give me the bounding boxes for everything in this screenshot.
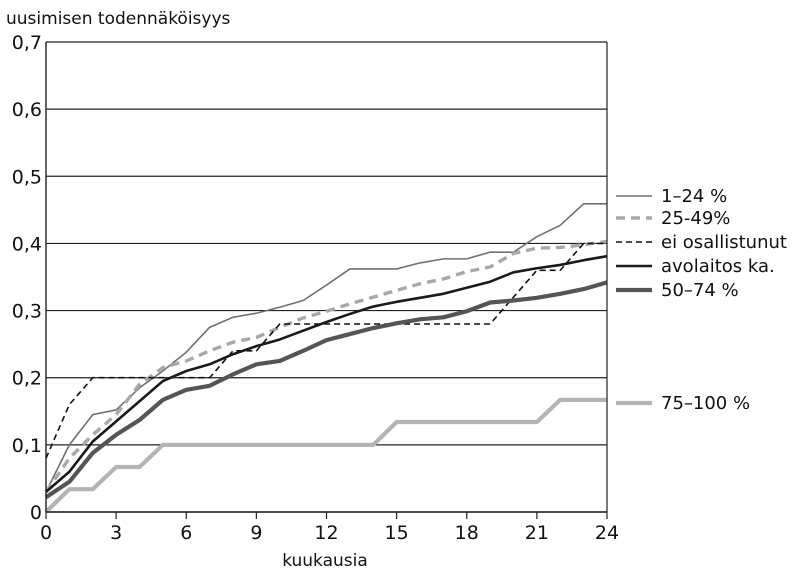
- x-axis-label: kuukausia: [282, 551, 368, 571]
- y-tick-label: 0,3: [12, 301, 42, 323]
- y-tick-label: 0: [30, 502, 42, 524]
- y-tick-label: 0,6: [12, 99, 42, 121]
- series-line-1: [45, 203, 607, 493]
- y-tick-label: 0,5: [12, 166, 42, 188]
- y-tick-label: 0,2: [12, 368, 42, 390]
- series-line-4: [45, 254, 608, 493]
- series-line-2: [44, 239, 608, 493]
- legend-label: 25-49%: [661, 208, 730, 229]
- axes: [45, 42, 608, 513]
- x-tick-label: 21: [525, 522, 549, 544]
- y-axis-label: uusimisen todennäköisyys: [6, 9, 231, 29]
- x-tick-label: 24: [595, 522, 619, 544]
- y-tick-labels: 0 0,1 0,2 0,3 0,4 0,5 0,6 0,7: [12, 32, 42, 524]
- legend-label: 75–100 %: [661, 393, 750, 414]
- x-tick-label: 18: [455, 522, 479, 544]
- grid-lines: [46, 41, 607, 513]
- y-tick-label: 0,4: [12, 233, 42, 255]
- legend-label: 1–24 %: [661, 186, 727, 207]
- x-tick-labels: 0 3 6 9 12 15 18 21 24: [40, 512, 619, 544]
- x-tick-label: 0: [40, 522, 52, 544]
- legend-label: 50–74 %: [661, 280, 739, 301]
- series-lines: [44, 203, 608, 514]
- y-tick-label: 0,1: [12, 435, 42, 457]
- legend-label: avolaitos ka.: [661, 256, 775, 277]
- y-tick-label: 0,7: [12, 32, 42, 54]
- series-line-6: [44, 397, 607, 514]
- x-tick-label: 15: [385, 522, 409, 544]
- series-line-3: [45, 242, 607, 459]
- series-line-5: [44, 280, 608, 499]
- legend-label: ei osallistunut: [661, 232, 787, 253]
- x-tick-label: 12: [314, 522, 338, 544]
- legend: 1–24 %25-49% ei osallistunut avolaitos ka.…: [616, 186, 787, 414]
- x-tick-label: 3: [110, 522, 122, 544]
- x-tick-label: 9: [250, 522, 262, 544]
- x-tick-label: 6: [180, 522, 192, 544]
